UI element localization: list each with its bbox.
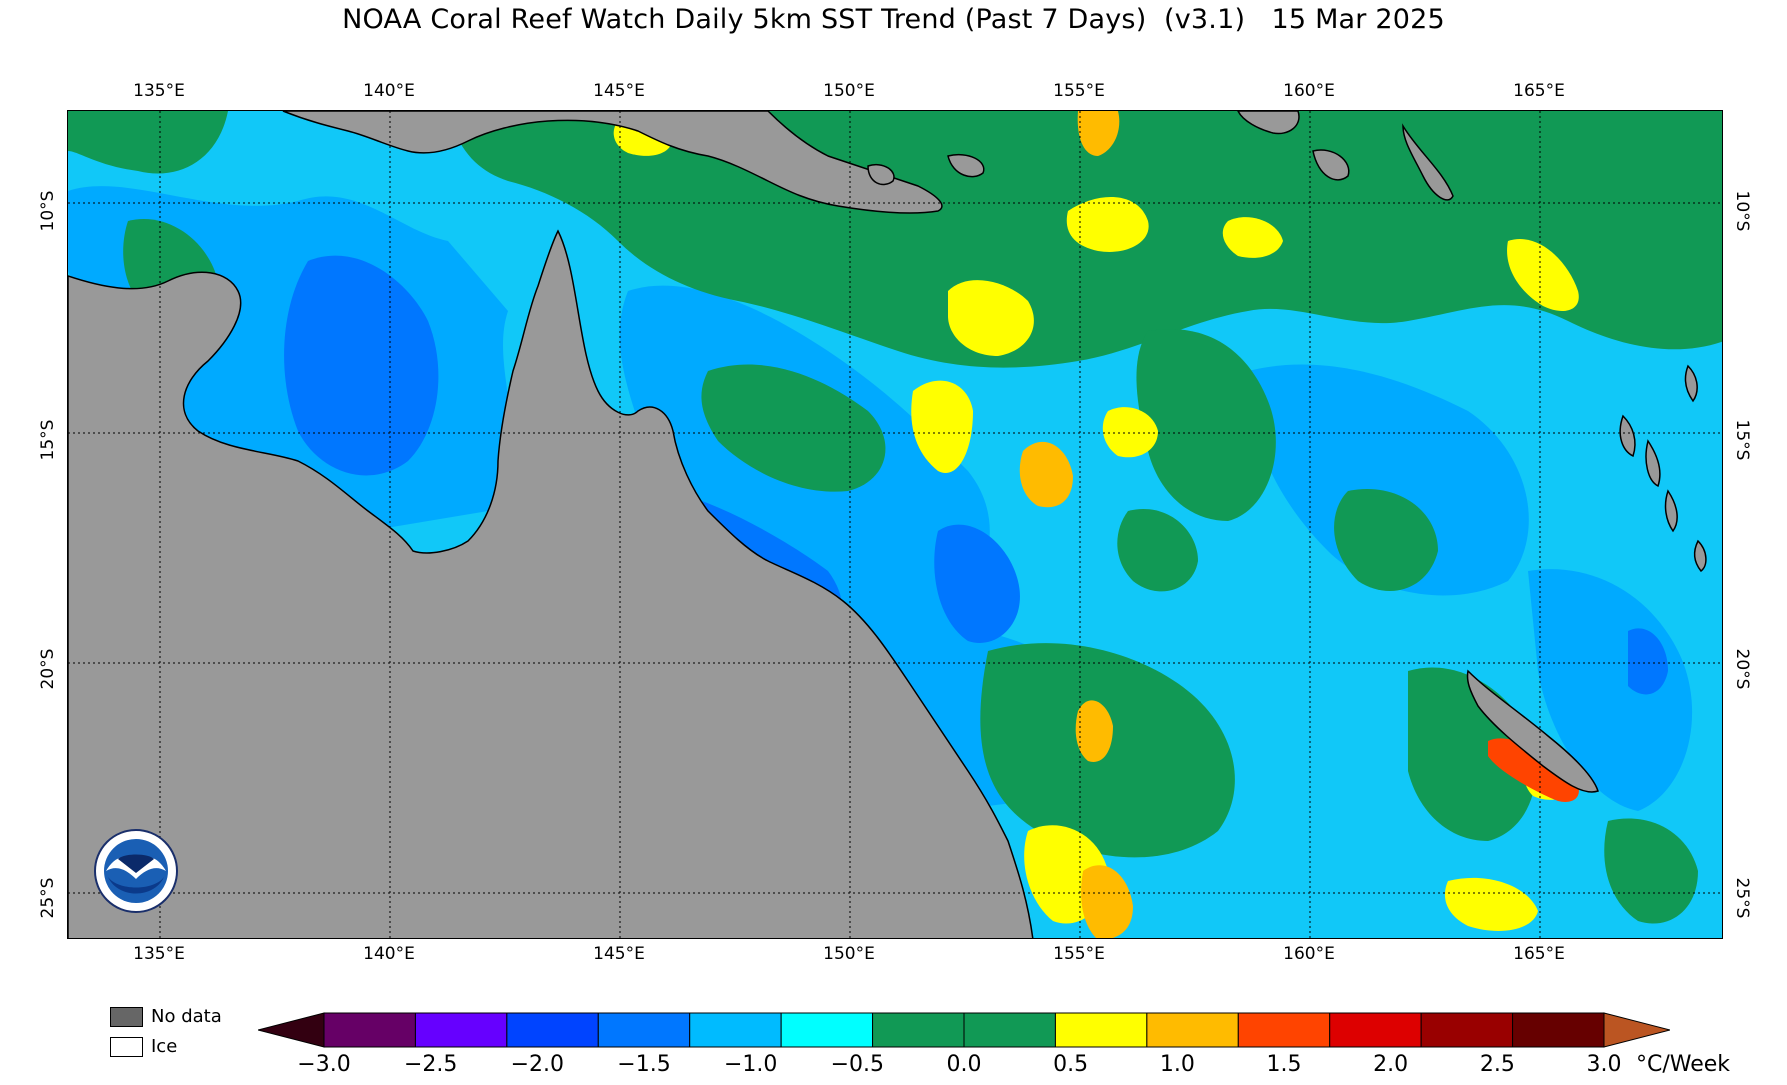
colorbar-tick-label: 2.5 <box>1479 1052 1515 1077</box>
lon-label-top: 160°E <box>1283 81 1335 101</box>
ice-label: Ice <box>151 1036 178 1057</box>
colorbar-tick-label: −2.5 <box>403 1052 458 1077</box>
graticule <box>68 111 1722 938</box>
colorbar-segment <box>414 1012 508 1048</box>
colorbar-tick-label: 2.0 <box>1373 1052 1409 1077</box>
lat-label-right: 20°S <box>1732 648 1752 690</box>
lat-label-left: 10°S <box>38 190 58 232</box>
colorbar-tick-label: −2.0 <box>510 1052 565 1077</box>
lat-label-right: 15°S <box>1732 419 1752 461</box>
colorbar <box>257 1012 1671 1052</box>
warming-red-area <box>1488 738 1579 802</box>
map-canvas <box>68 111 1722 938</box>
colorbar-tick-label: −3.0 <box>297 1052 351 1077</box>
colorbar-segment <box>689 1012 782 1048</box>
colorbar-tick-label: 3.0 <box>1586 1052 1622 1077</box>
lon-label-top: 150°E <box>823 81 875 101</box>
colorbar-tick-label: 0.5 <box>1053 1052 1089 1077</box>
ice-swatch <box>110 1037 143 1057</box>
lon-label-top: 145°E <box>593 81 645 101</box>
colorbar-tick-label: −1.5 <box>617 1052 671 1077</box>
map-title: NOAA Coral Reef Watch Daily 5km SST Tren… <box>342 4 1445 35</box>
lon-label-bottom: 150°E <box>823 944 875 964</box>
colorbar-segment <box>323 1012 416 1048</box>
noaa-seal-icon <box>94 829 178 913</box>
lon-label-bottom: 135°E <box>133 944 185 964</box>
lon-label-bottom: 145°E <box>593 944 645 964</box>
lat-label-left: 25°S <box>38 877 58 919</box>
lon-label-top: 165°E <box>1513 81 1565 101</box>
lon-label-bottom: 155°E <box>1053 944 1105 964</box>
lon-label-bottom: 165°E <box>1513 944 1565 964</box>
lon-label-bottom: 140°E <box>363 944 415 964</box>
lat-label-left: 20°S <box>38 648 58 690</box>
colorbar-segment <box>1512 1012 1605 1048</box>
colorbar-segment <box>1237 1012 1331 1048</box>
colorbar-segment <box>780 1012 874 1048</box>
colorbar-tick-label: 1.5 <box>1266 1052 1302 1077</box>
colorbar-tick-label: 0.0 <box>946 1052 982 1077</box>
colorbar-tick-label: −0.5 <box>830 1052 885 1077</box>
colorbar-segment <box>1420 1012 1514 1048</box>
colorbar-segment <box>872 1012 965 1048</box>
land-masses <box>68 111 1707 938</box>
no-data-swatch <box>110 1007 143 1027</box>
colorbar-segment <box>506 1012 599 1048</box>
colorbar-unit: °C/Week <box>1636 1052 1731 1077</box>
colorbar-bar <box>257 1012 1671 1048</box>
lon-label-top: 140°E <box>363 81 415 101</box>
sst-trend-map <box>67 110 1723 939</box>
lon-label-top: 135°E <box>133 81 185 101</box>
colorbar-under-arrow <box>257 1012 325 1048</box>
lat-label-left: 15°S <box>38 419 58 461</box>
colorbar-segment <box>1146 1012 1239 1048</box>
warming-orange-areas <box>1019 111 1133 938</box>
no-data-label: No data <box>151 1006 222 1027</box>
noaa-logo <box>94 829 178 913</box>
colorbar-segment <box>963 1012 1056 1048</box>
colorbar-tick-label: −1.0 <box>723 1052 778 1077</box>
lat-label-right: 25°S <box>1732 877 1752 919</box>
lon-label-top: 155°E <box>1053 81 1105 101</box>
colorbar-segment <box>1329 1012 1422 1048</box>
lat-label-right: 10°S <box>1732 190 1752 232</box>
colorbar-tick-label: 1.0 <box>1159 1052 1195 1077</box>
colorbar-over-arrow <box>1603 1012 1671 1048</box>
colorbar-segment <box>597 1012 691 1048</box>
lon-label-bottom: 160°E <box>1283 944 1335 964</box>
colorbar-segment <box>1054 1012 1148 1048</box>
